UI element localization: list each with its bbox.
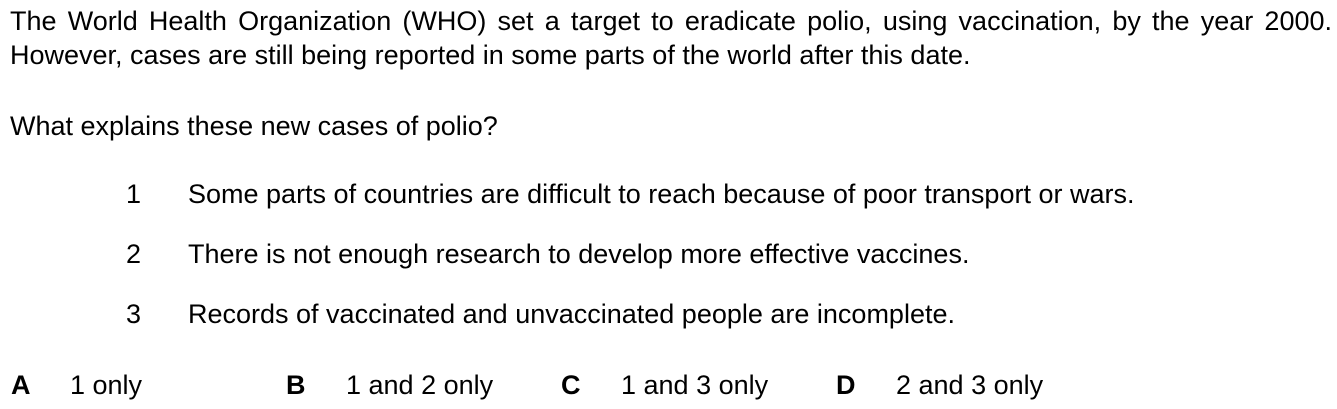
option-text: 1 and 2 only [346,370,494,400]
option-letter: B [286,370,306,400]
option-text: 1 and 3 only [621,370,769,400]
statement-text: There is not enough research to develop … [188,239,970,269]
statement-text: Some parts of countries are difficult to… [188,179,1135,209]
option-letter: A [11,370,31,400]
question-prompt: What explains these new cases of polio? [10,111,498,141]
question-stem: The World Health Organization (WHO) set … [10,6,1332,70]
option-text: 2 and 3 only [896,370,1044,400]
statement-number: 2 [126,239,142,269]
option-text: 1 only [70,370,143,400]
statement-number: 3 [126,299,142,329]
option-letter: D [836,370,856,400]
statement-number: 1 [126,179,142,209]
statement-text: Records of vaccinated and unvaccinated p… [188,299,955,329]
option-letter: C [561,370,581,400]
